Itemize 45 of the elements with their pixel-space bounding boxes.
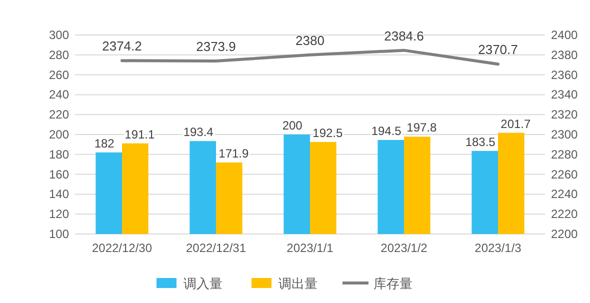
legend-label: 调出量 (278, 276, 318, 291)
data-label: 2373.9 (196, 38, 236, 54)
y2-tick-label: 2300 (551, 128, 578, 142)
y-tick-label: 100 (48, 227, 70, 241)
y2-tick-label: 2220 (551, 207, 578, 222)
y-tick-label: 260 (48, 68, 70, 82)
y-tick-label: 240 (48, 88, 70, 102)
y2-tick-label: 2240 (551, 187, 578, 202)
y-tick-label: 220 (48, 108, 70, 122)
y2-tick-label: 2280 (551, 147, 578, 162)
data-label: 183.5 (465, 134, 496, 149)
y-tick-label: 160 (48, 167, 70, 182)
data-label: 171.9 (218, 146, 249, 160)
y-tick-label: 180 (48, 147, 70, 162)
data-label: 192.5 (312, 126, 343, 140)
y2-tick-label: 2400 (551, 28, 578, 42)
data-label: 182 (94, 136, 115, 150)
x-tick-label: 2023/1/1 (286, 241, 334, 255)
y-tick-label: 120 (48, 207, 70, 222)
legend-label: 调入量 (184, 276, 222, 291)
y-tick-label: 300 (48, 28, 70, 42)
y2-tick-label: 2360 (551, 68, 578, 82)
x-tick-label: 2022/12/30 (92, 241, 152, 255)
y2-tick-label: 2200 (551, 227, 578, 241)
y-tick-label: 140 (48, 187, 70, 202)
y2-tick-label: 2320 (551, 108, 578, 122)
x-tick-label: 2023/1/2 (380, 241, 428, 255)
data-label: 200 (282, 118, 303, 132)
data-label: 2380 (296, 32, 324, 48)
y2-tick-label: 2340 (551, 88, 578, 102)
data-label: 197.8 (406, 120, 437, 135)
data-label: 193.4 (183, 125, 214, 140)
data-label: 201.7 (500, 116, 531, 131)
data-label: 2370.7 (478, 42, 518, 58)
y-tick-label: 200 (48, 128, 70, 142)
data-label: 194.5 (371, 124, 402, 138)
y2-tick-label: 2380 (551, 48, 578, 62)
x-tick-label: 2023/1/3 (474, 241, 522, 255)
x-tick-label: 2022/12/31 (186, 241, 246, 255)
data-label: 2374.2 (102, 38, 142, 54)
legend-label: 库存量 (374, 276, 412, 291)
data-label: 2384.6 (384, 28, 424, 44)
data-label: 191.1 (124, 127, 155, 142)
y2-tick-label: 2260 (551, 167, 578, 182)
y-tick-label: 280 (48, 48, 70, 62)
